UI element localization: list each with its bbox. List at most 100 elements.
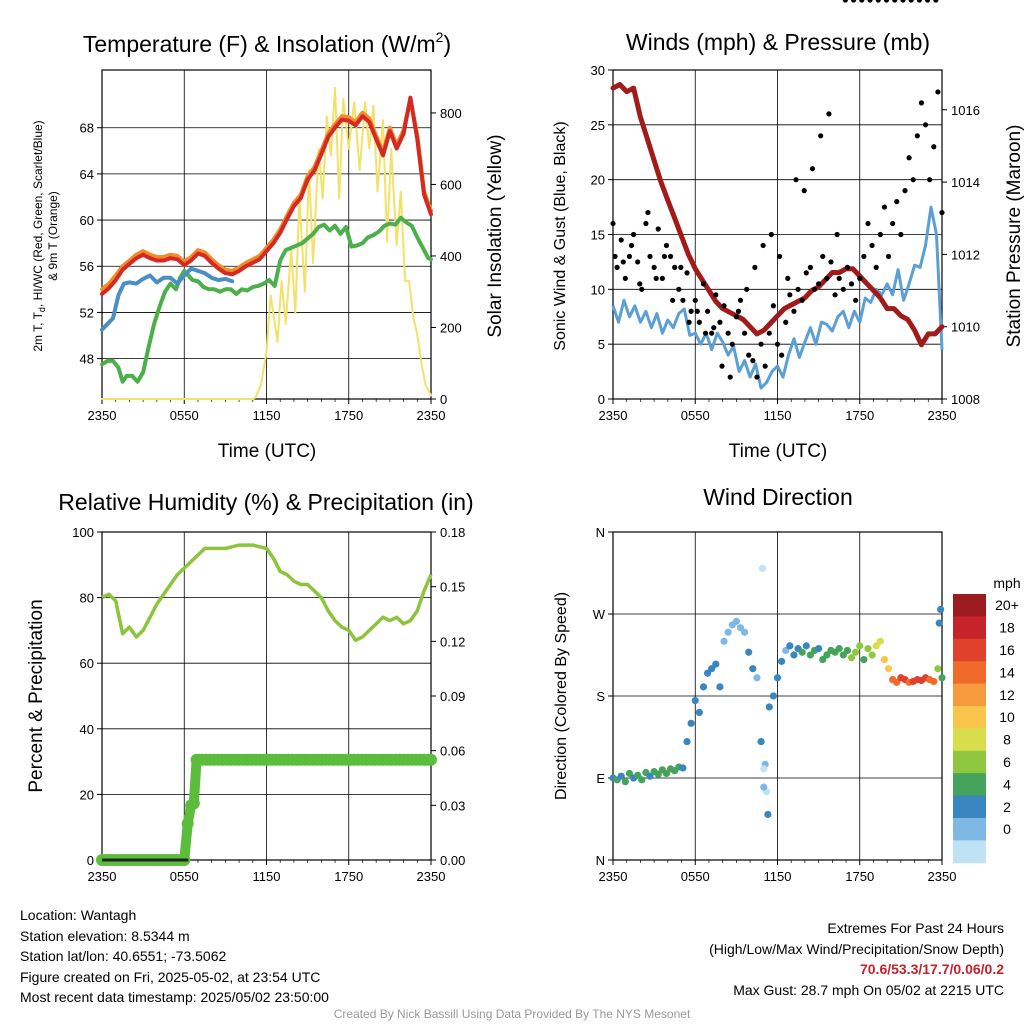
temperature-y-tick-label: 68 bbox=[80, 121, 94, 136]
colorbar-swatch bbox=[953, 683, 986, 707]
insolation-y2-tick-label: 200 bbox=[440, 320, 462, 335]
gust-point bbox=[620, 259, 626, 265]
humidity-y-tick-label: 60 bbox=[80, 656, 94, 671]
temperature-x-tick-label: 0550 bbox=[170, 408, 199, 423]
temperature-x-tick-label: 1150 bbox=[253, 408, 281, 423]
colorbar-swatch bbox=[953, 706, 986, 729]
direction-point bbox=[937, 605, 945, 614]
gust-point bbox=[758, 341, 764, 347]
gust-point bbox=[931, 144, 937, 150]
humidity-y-tick-label: 0 bbox=[87, 853, 94, 868]
precipitation-y2-tick-label: 0.12 bbox=[440, 634, 465, 649]
gust-point bbox=[653, 275, 659, 281]
humidity-x-tick-label: 1750 bbox=[334, 869, 363, 884]
wind-x-axis-label: Time (UTC) bbox=[729, 441, 828, 462]
gust-point bbox=[850, 0, 857, 3]
direction-point bbox=[724, 628, 732, 636]
gust-point bbox=[865, 220, 871, 227]
direction-x-tick-label: 1750 bbox=[845, 869, 874, 884]
extremes-subtitle: (High/Low/Max Wind/Precipitation/Snow De… bbox=[709, 940, 1004, 957]
direction-point bbox=[938, 674, 946, 682]
direction-point bbox=[679, 764, 687, 772]
colorbar-label: 20+ bbox=[995, 597, 1019, 613]
gust-point bbox=[894, 199, 900, 205]
temperature-y-tick-label: 52 bbox=[80, 305, 94, 320]
gust-point bbox=[684, 270, 690, 276]
direction-y-tick-label: W bbox=[593, 607, 606, 622]
temperature-plot-frame bbox=[101, 69, 432, 400]
pressure-y2-tick-label: 1014 bbox=[951, 175, 980, 190]
gust-point bbox=[898, 231, 904, 238]
direction-point bbox=[753, 674, 761, 682]
precipitation-point bbox=[181, 817, 194, 830]
gust-point bbox=[721, 303, 727, 309]
wind-y-axis-label: Sonic Wind & Gust (Blue, Black) bbox=[552, 121, 569, 350]
pressure-y2-tick-label: 1016 bbox=[951, 103, 980, 118]
gust-point bbox=[832, 292, 838, 298]
direction-point bbox=[617, 772, 625, 780]
extremes-info: Extremes For Past 24 Hours (High/Low/Max… bbox=[709, 918, 1004, 1000]
gust-point bbox=[826, 111, 832, 117]
gust-point bbox=[746, 352, 752, 358]
gust-point bbox=[610, 220, 616, 227]
colorbar-label: 8 bbox=[1003, 732, 1011, 748]
insolation-line bbox=[101, 86, 432, 400]
wind-chart-title: Winds (mph) & Pressure (mb) bbox=[626, 29, 930, 55]
gust-point bbox=[875, 0, 881, 3]
figure-created: Figure created on Fri, 2025-05-02, at 23… bbox=[20, 968, 321, 985]
gust-point bbox=[840, 286, 846, 292]
gust-point bbox=[834, 231, 840, 238]
gust-point bbox=[816, 281, 822, 287]
wind-y-tick-label: 20 bbox=[591, 173, 605, 188]
humidity-line bbox=[101, 543, 433, 642]
temperature-y-tick-label: 60 bbox=[80, 213, 94, 228]
gust-point bbox=[857, 275, 863, 281]
gust-point bbox=[908, 0, 914, 3]
gust-point bbox=[744, 286, 750, 292]
gust-point bbox=[614, 264, 620, 270]
direction-point bbox=[691, 696, 699, 705]
gust-point bbox=[927, 177, 933, 183]
direction-point bbox=[758, 564, 767, 573]
windchill-line bbox=[100, 266, 235, 332]
gust-point bbox=[900, 0, 906, 3]
gust-point bbox=[844, 264, 851, 270]
temperature-y-axis-label-line2: & 9m T (Orange) bbox=[46, 191, 60, 281]
colorbar-swatch bbox=[953, 750, 986, 774]
direction-point bbox=[745, 648, 753, 656]
gust-point bbox=[902, 188, 908, 194]
colorbar-label: 10 bbox=[999, 709, 1015, 725]
gust-point bbox=[680, 297, 686, 303]
station-location: Location: Wantagh bbox=[20, 907, 137, 923]
colorbar-swatch bbox=[953, 840, 986, 864]
direction-point bbox=[835, 645, 843, 653]
direction-point bbox=[683, 737, 691, 746]
gust-point bbox=[637, 281, 643, 287]
direction-point bbox=[847, 654, 856, 662]
humidity-y-tick-label: 40 bbox=[80, 722, 94, 737]
dewpoint-line bbox=[100, 215, 433, 384]
direction-point bbox=[695, 708, 703, 717]
gust-point bbox=[910, 177, 916, 183]
humidity-x-tick-label: 0550 bbox=[170, 869, 199, 884]
gust-point bbox=[711, 325, 717, 331]
direction-point bbox=[802, 642, 810, 650]
gust-point bbox=[645, 209, 651, 216]
gust-point bbox=[939, 209, 945, 216]
direction-point bbox=[860, 655, 868, 664]
colorbar-label: 12 bbox=[999, 687, 1015, 703]
precipitation-y2-tick-label: 0.18 bbox=[440, 525, 465, 540]
pressure-y2-tick-label: 1008 bbox=[951, 392, 980, 407]
gust-point bbox=[754, 374, 760, 380]
humidity-x-tick-label: 1150 bbox=[253, 869, 281, 884]
gust-point bbox=[643, 220, 649, 227]
gust-point bbox=[774, 341, 781, 347]
gust-point bbox=[733, 314, 739, 320]
direction-point bbox=[935, 619, 943, 627]
gust-point bbox=[752, 264, 758, 270]
gust-point bbox=[742, 330, 748, 336]
temperature-panel: Temperature (F) & Insolation (W/m2) Time… bbox=[31, 29, 506, 462]
max-gust: Max Gust: 28.7 mph On 05/02 at 2215 UTC bbox=[733, 981, 1004, 998]
gust-point bbox=[799, 297, 805, 303]
gust-point bbox=[811, 286, 818, 292]
